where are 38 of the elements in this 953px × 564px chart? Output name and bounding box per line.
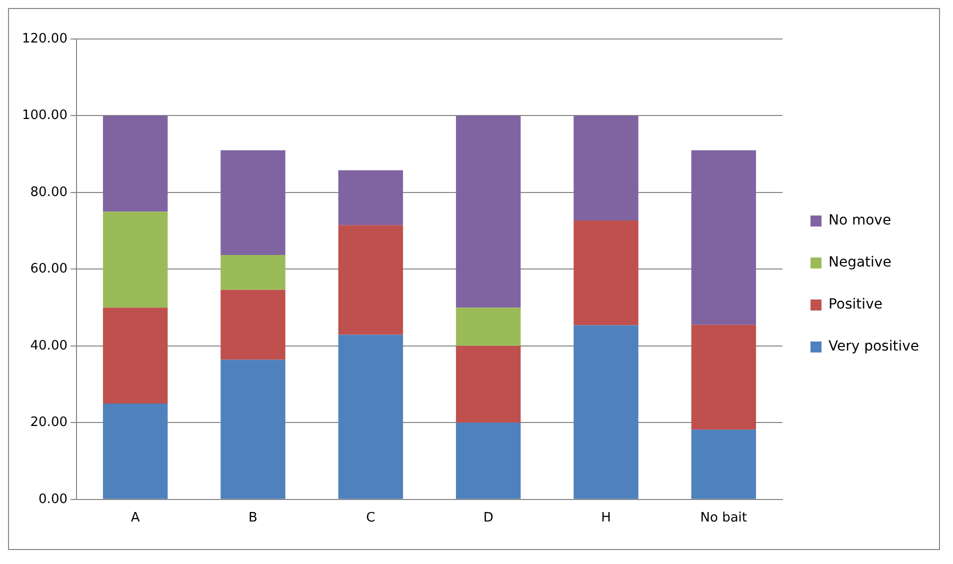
x-tick-label: B bbox=[248, 510, 258, 526]
bar bbox=[220, 360, 286, 499]
bar bbox=[338, 225, 404, 335]
y-tick-label: 60.00 bbox=[30, 262, 68, 277]
legend-label: Very positive bbox=[828, 338, 920, 355]
y-tick-label: 120.00 bbox=[22, 31, 68, 46]
y-tick-label: 20.00 bbox=[30, 415, 68, 430]
bar bbox=[456, 346, 521, 423]
bar bbox=[338, 170, 404, 226]
y-tick-label: 80.00 bbox=[30, 184, 68, 200]
bar bbox=[456, 116, 521, 308]
y-tick-label: 100.00 bbox=[22, 108, 68, 124]
x-tick-label: A bbox=[130, 510, 140, 526]
y-tick-label: 0.00 bbox=[38, 492, 68, 507]
bar bbox=[102, 212, 168, 308]
bar bbox=[574, 220, 638, 326]
bar bbox=[691, 324, 756, 430]
bar bbox=[220, 255, 286, 290]
bar bbox=[220, 150, 286, 256]
bar bbox=[102, 308, 168, 404]
bar bbox=[102, 403, 168, 499]
bar bbox=[691, 150, 756, 325]
bar bbox=[574, 325, 638, 499]
x-tick-label: C bbox=[366, 510, 376, 526]
x-tick-label: No bait bbox=[700, 510, 748, 526]
bar bbox=[456, 422, 521, 499]
bar bbox=[574, 116, 638, 220]
x-tick-label: H bbox=[601, 510, 611, 526]
bar bbox=[456, 308, 521, 346]
legend-label: Negative bbox=[828, 254, 892, 271]
x-tick-label: D bbox=[483, 510, 494, 526]
bar bbox=[102, 116, 168, 212]
y-tick-label: 40.00 bbox=[30, 338, 68, 354]
legend-label: No move bbox=[828, 212, 892, 229]
bar bbox=[691, 430, 756, 499]
bar bbox=[338, 334, 404, 499]
bar bbox=[220, 290, 286, 360]
legend-label: Positive bbox=[828, 296, 882, 313]
